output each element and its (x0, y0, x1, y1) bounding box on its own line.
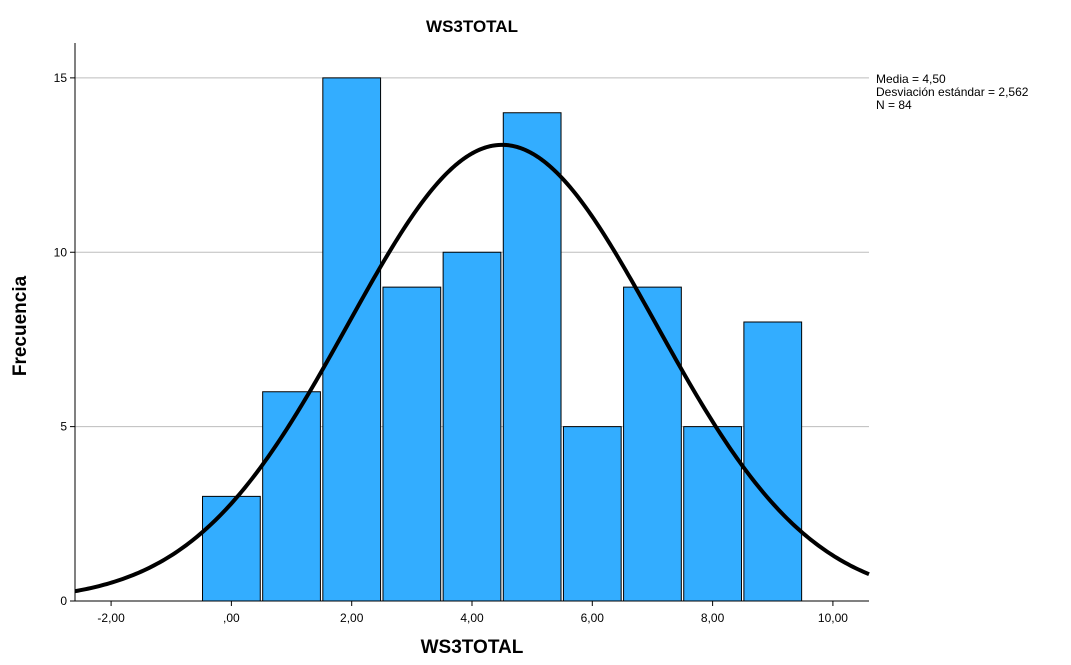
histogram-bar (503, 113, 561, 601)
x-tick-label: -2,00 (97, 611, 125, 625)
histogram-bar (203, 496, 261, 601)
x-tick-label: 2,00 (340, 611, 364, 625)
histogram-bar (443, 252, 501, 601)
stats-n: N = 84 (876, 98, 912, 112)
stats-std-dev: Desviación estándar = 2,562 (876, 85, 1029, 99)
chart-title: WS3TOTAL (426, 17, 518, 36)
x-axis-title: WS3TOTAL (421, 637, 524, 658)
histogram-bars (203, 78, 802, 601)
x-tick-label: 8,00 (701, 611, 725, 625)
histogram-bar (624, 287, 682, 601)
histogram-bar (563, 427, 621, 601)
x-tick-label: ,00 (223, 611, 240, 625)
y-axis-title: Frecuencia (10, 275, 31, 376)
stats-mean: Media = 4,50 (876, 72, 946, 86)
y-tick-label: 10 (54, 245, 68, 259)
x-tick-labels: -2,00 ,00 2,00 4,00 6,00 8,00 10,00 (97, 601, 848, 625)
histogram-bar (323, 78, 381, 601)
y-tick-label: 15 (54, 71, 68, 85)
x-tick-label: 4,00 (460, 611, 484, 625)
x-tick-label: 10,00 (818, 611, 848, 625)
histogram-bar (744, 322, 802, 601)
stats-legend: Media = 4,50 Desviación estándar = 2,562… (876, 72, 1029, 112)
y-tick-labels: 0 5 10 15 (54, 71, 75, 608)
y-tick-label: 5 (60, 420, 67, 434)
histogram-bar (383, 287, 441, 601)
y-tick-label: 0 (60, 594, 67, 608)
x-tick-label: 6,00 (581, 611, 605, 625)
